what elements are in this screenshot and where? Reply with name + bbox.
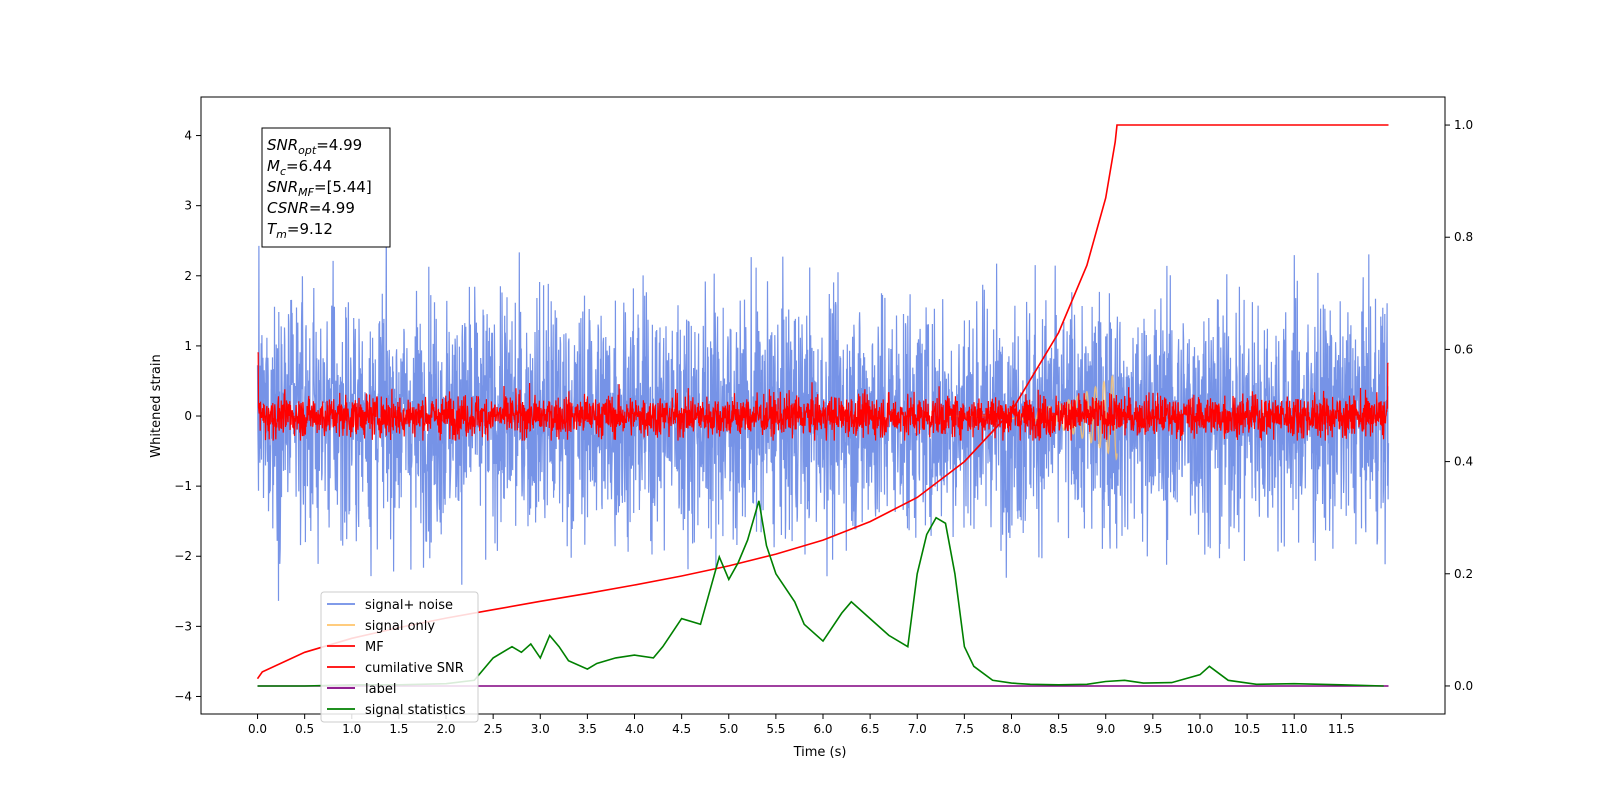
x-tick-label: 6.0 — [813, 722, 832, 736]
y-tick-label: 4 — [184, 129, 192, 143]
legend: signal+ noise signal only MF cumilative SNR… — [320, 591, 479, 723]
annotation-var: T — [267, 220, 278, 238]
x-tick-label: 11.5 — [1328, 722, 1355, 736]
axes: 0.0 0.5 1.0 1.5 2.0 2.5 3.0 3.5 4.0 4.5 5.0 5.5 6.0 6… — [174, 96, 1473, 736]
x-tick-label: 3.0 — [531, 722, 550, 736]
legend-label: cumilative SNR — [365, 661, 464, 676]
annotation-subscript: c — [280, 165, 286, 178]
x-tick-label: 5.0 — [719, 722, 738, 736]
annotation-value: =9.12 — [287, 220, 333, 238]
y-axis-label: Whitened strain — [149, 354, 164, 457]
x-tick-label: 1.0 — [342, 722, 361, 736]
x-tick-label: 5.5 — [766, 722, 785, 736]
x-tick-label: 10.5 — [1234, 722, 1261, 736]
annotation-line: Tm=9.12 — [267, 220, 333, 241]
x-tick-label: 2.0 — [436, 722, 455, 736]
annotation-var: M — [267, 157, 280, 175]
legend-label: label — [365, 682, 396, 697]
x-tick-label: 10.0 — [1187, 722, 1214, 736]
legend-label: signal statistics — [365, 703, 466, 718]
x-tick-label: 3.5 — [578, 722, 597, 736]
y-tick-label: 3 — [184, 199, 192, 213]
x-tick-label: 8.0 — [1002, 722, 1021, 736]
annotation-subscript: opt — [298, 144, 317, 157]
y-tick-label: 0 — [184, 409, 192, 423]
series-signal-statistics — [257, 500, 1384, 687]
x-tick-label: 9.0 — [1096, 722, 1115, 736]
annotation-subscript: MF — [298, 186, 314, 199]
x-tick-label: 4.5 — [672, 722, 691, 736]
annotation-value: =6.44 — [286, 157, 332, 175]
annotation-line: SNRopt=4.99 — [267, 136, 362, 157]
annotation-frame — [261, 127, 391, 248]
series-mf — [257, 352, 1389, 441]
x-tick-label: 1.5 — [389, 722, 408, 736]
x-tick-label: 9.5 — [1143, 722, 1162, 736]
legend-label: MF — [365, 640, 384, 655]
legend-label: signal+ noise — [365, 598, 453, 613]
x-tick-label: 0.5 — [295, 722, 314, 736]
annotation-subscript: m — [276, 228, 287, 241]
x-tick-label: 2.5 — [484, 722, 503, 736]
y-tick-label: −4 — [174, 689, 192, 703]
y-right-tick-label: 0.2 — [1454, 567, 1473, 581]
annotation-value: =[5.44] — [314, 178, 372, 196]
x-tick-label: 0.0 — [248, 722, 267, 736]
legend-frame — [320, 591, 479, 723]
annotation-box: SNRopt=4.99Mc=6.44SNRMF=[5.44]CSNR=4.99T… — [261, 127, 391, 248]
y-right-tick-label: 0.4 — [1454, 455, 1473, 469]
annotation-value: =4.99 — [309, 199, 355, 217]
y-right-tick-label: 0.6 — [1454, 342, 1473, 356]
x-axis-label: Time (s) — [793, 745, 847, 760]
annotation-value: =4.99 — [316, 136, 362, 154]
x-tick-label: 6.5 — [861, 722, 880, 736]
annotation-var: SNR — [267, 136, 298, 154]
y-right-tick-label: 1.0 — [1454, 118, 1473, 132]
x-tick-label: 4.0 — [625, 722, 644, 736]
annotation-line: SNRMF=[5.44] — [267, 178, 372, 199]
x-tick-label: 7.5 — [955, 722, 974, 736]
legend-label: signal only — [365, 619, 435, 634]
y-right-tick-label: 0.8 — [1454, 230, 1473, 244]
x-tick-label: 7.0 — [908, 722, 927, 736]
y-tick-label: 2 — [184, 269, 192, 283]
annotation-var: SNR — [267, 178, 298, 196]
y-right-tick-label: 0.0 — [1454, 679, 1473, 693]
x-tick-label: 11.0 — [1281, 722, 1308, 736]
annotation-line: CSNR=4.99 — [267, 199, 355, 217]
x-tick-label: 8.5 — [1049, 722, 1068, 736]
y-tick-label: −2 — [174, 549, 192, 563]
y-tick-label: −3 — [174, 619, 192, 633]
annotation-line: Mc=6.44 — [267, 157, 332, 178]
y-tick-label: −1 — [174, 479, 192, 493]
y-tick-label: 1 — [184, 339, 192, 353]
annotation-var: CSNR — [267, 199, 309, 217]
